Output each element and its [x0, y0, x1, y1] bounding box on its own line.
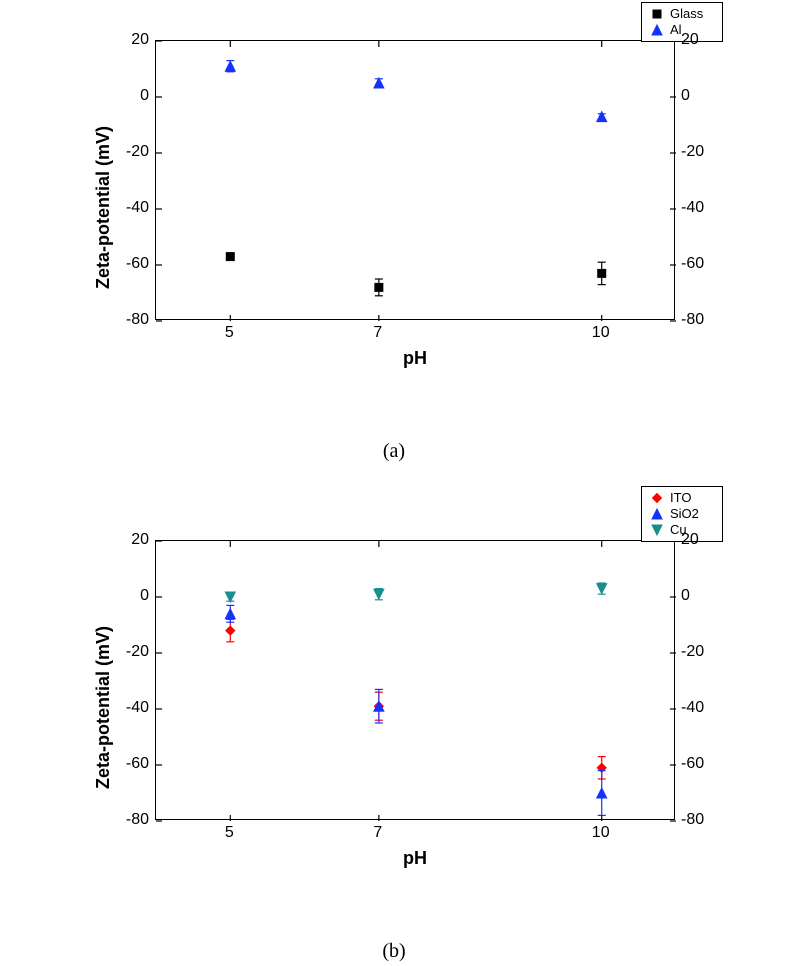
y-tick-label: -60	[115, 255, 149, 273]
data-point	[597, 583, 607, 594]
legend-label: Al	[670, 22, 682, 38]
y-tick-label: 0	[115, 87, 149, 105]
y-tick-label: -60	[115, 755, 149, 773]
y-tick-label-right: -20	[681, 643, 704, 661]
legend-marker-icon	[648, 491, 666, 505]
data-point	[597, 771, 607, 816]
y-tick-label: -40	[115, 699, 149, 717]
y-tick-label: 20	[115, 31, 149, 49]
y-tick-label-right: -80	[681, 811, 704, 829]
x-tick-label: 10	[586, 824, 616, 842]
x-tick-label: 7	[363, 324, 393, 342]
data-point	[375, 279, 383, 296]
plot-area-a	[155, 40, 675, 320]
data-point	[225, 61, 235, 72]
panel-b: Zeta-potential (mV) pH ITOSiO2Cu -80-80-…	[65, 510, 723, 920]
panel-a: Zeta-potential (mV) pH GlassAl -80-80-60…	[65, 10, 723, 420]
data-point	[374, 78, 384, 88]
y-tick-label-right: -40	[681, 199, 704, 217]
y-tick-label-right: 0	[681, 587, 690, 605]
x-tick-label: 7	[363, 824, 393, 842]
y-tick-label: 0	[115, 587, 149, 605]
page: Zeta-potential (mV) pH GlassAl -80 -80 -60…	[0, 0, 788, 966]
y-tick-label-right: 0	[681, 87, 690, 105]
y-tick-label: -80	[115, 811, 149, 829]
legend-entry: Glass	[648, 6, 716, 22]
plot-area-b	[155, 540, 675, 820]
y-tick-label-right: -20	[681, 143, 704, 161]
caption-a: (a)	[65, 440, 723, 463]
y-tick-label-right: 20	[681, 31, 699, 49]
y-tick-label-right: -60	[681, 255, 704, 273]
x-tick-label: 10	[586, 324, 616, 342]
y-tick-label: -20	[115, 643, 149, 661]
x-tick-label: 5	[214, 324, 244, 342]
y-tick-label: -80	[115, 311, 149, 329]
caption-b: (b)	[65, 940, 723, 963]
y-axis-title-b: Zeta-potential (mV)	[93, 626, 114, 789]
y-axis-title-a: Zeta-potential (mV)	[93, 126, 114, 289]
data-point	[374, 589, 384, 600]
y-tick-label: -40	[115, 199, 149, 217]
data-point	[598, 262, 606, 284]
y-tick-label: -20	[115, 143, 149, 161]
legend-marker-icon	[648, 507, 666, 521]
legend-label: Glass	[670, 6, 703, 22]
legend-label: SiO2	[670, 506, 699, 522]
legend-marker-icon	[648, 523, 666, 537]
legend-entry: SiO2	[648, 506, 716, 522]
legend-marker-icon	[648, 23, 666, 37]
x-tick-label: 5	[214, 824, 244, 842]
y-tick-label: 20	[115, 531, 149, 549]
y-tick-label-right: -80	[681, 311, 704, 329]
legend-entry: ITO	[648, 490, 716, 506]
x-axis-title-b: pH	[155, 848, 675, 869]
y-tick-label-right: -60	[681, 755, 704, 773]
legend-marker-icon	[648, 7, 666, 21]
data-point	[225, 592, 235, 602]
data-point	[226, 253, 234, 261]
x-axis-title-a: pH	[155, 348, 675, 369]
legend-label: ITO	[670, 490, 691, 506]
y-tick-label-right: 20	[681, 531, 699, 549]
y-tick-label-right: -40	[681, 699, 704, 717]
data-point	[597, 112, 607, 122]
